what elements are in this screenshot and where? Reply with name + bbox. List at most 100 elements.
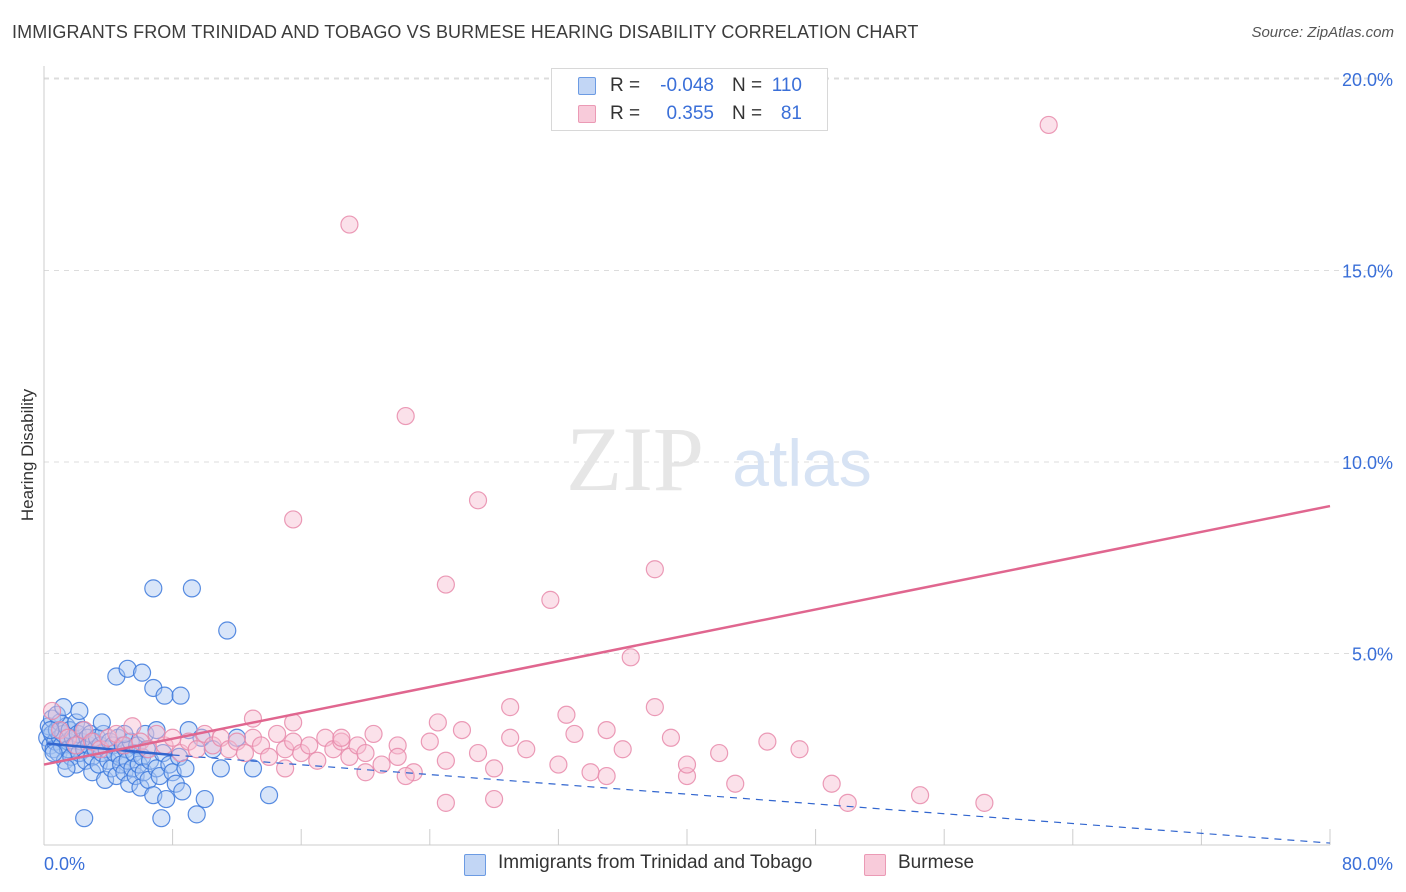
data-point-trinidad	[187, 805, 206, 824]
data-point-burmese	[364, 724, 383, 744]
stats-legend: R = -0.048 N = 110 R = 0.355 N = 81	[551, 68, 828, 131]
trend-line-burmese	[43, 504, 1331, 766]
r-value: 0.355	[666, 103, 714, 124]
trinidad-swatch	[578, 77, 596, 95]
data-point-burmese	[436, 793, 455, 812]
data-point-burmese	[581, 763, 600, 782]
trend-lines	[43, 504, 1331, 844]
data-point-burmese	[501, 698, 520, 717]
trinidad-legend-swatch	[464, 854, 486, 876]
data-point-burmese	[726, 774, 745, 793]
data-point-trinidad	[67, 755, 86, 774]
burmese-swatch	[578, 105, 596, 123]
data-point-burmese	[388, 747, 407, 767]
legend-label-burmese: Burmese	[898, 852, 975, 873]
data-point-burmese	[1039, 115, 1058, 135]
data-point-burmese	[597, 766, 616, 786]
tick-labels: 5.0% 10.0% 15.0% 20.0% 0.0% 80.0%	[44, 70, 1393, 874]
data-point-trinidad	[211, 759, 230, 778]
r-label: R =	[610, 75, 641, 96]
data-point-burmese	[372, 755, 391, 774]
series-trinidad-points	[38, 579, 279, 828]
data-point-burmese	[356, 743, 375, 763]
r-value: -0.048	[660, 75, 714, 96]
data-point-burmese	[541, 590, 560, 609]
stats-row-trinidad: R = -0.048 N = 110	[552, 73, 827, 99]
data-point-burmese	[468, 491, 488, 510]
data-point-burmese	[308, 751, 327, 770]
data-point-trinidad	[173, 782, 192, 801]
n-value: 81	[780, 103, 802, 124]
data-point-trinidad	[152, 809, 171, 828]
data-point-trinidad	[155, 686, 174, 705]
n-label: N =	[732, 103, 763, 124]
data-point-burmese	[822, 774, 841, 793]
series-legend: Immigrants from Trinidad and Tobago Burm…	[0, 851, 1406, 877]
data-point-burmese	[838, 793, 857, 812]
data-point-burmese	[276, 759, 295, 778]
data-point-burmese	[501, 728, 520, 747]
data-point-trinidad	[218, 621, 237, 640]
data-point-burmese	[396, 406, 415, 426]
data-point-burmese	[436, 575, 455, 594]
data-point-burmese	[452, 720, 472, 740]
data-point-trinidad	[44, 743, 63, 763]
data-point-burmese	[42, 701, 62, 721]
data-point-trinidad	[171, 686, 190, 705]
data-point-burmese	[332, 728, 351, 747]
data-point-burmese	[468, 743, 488, 763]
watermark-atlas: atlas	[732, 426, 871, 500]
x-tick-label: 80.0%	[1342, 854, 1393, 874]
y-tick-label: 15.0%	[1342, 262, 1393, 282]
y-tick-label: 5.0%	[1352, 645, 1393, 665]
n-label: N =	[732, 75, 763, 96]
data-point-burmese	[677, 755, 697, 774]
data-point-burmese	[910, 786, 930, 805]
data-point-burmese	[123, 717, 142, 736]
watermark-zip: ZIP	[566, 408, 704, 510]
data-point-trinidad	[147, 720, 166, 740]
chart-title: IMMIGRANTS FROM TRINIDAD AND TOBAGO VS B…	[12, 22, 919, 42]
data-point-trinidad	[75, 809, 94, 828]
data-point-burmese	[645, 698, 664, 717]
burmese-legend-swatch	[864, 854, 886, 876]
data-point-burmese	[356, 763, 375, 782]
data-point-trinidad	[182, 579, 201, 598]
data-point-burmese	[396, 766, 415, 786]
data-point-burmese	[661, 728, 681, 747]
data-point-trinidad	[195, 789, 214, 809]
data-point-burmese	[259, 747, 279, 767]
gridlines	[44, 77, 1392, 654]
data-point-burmese	[436, 751, 455, 770]
data-point-burmese	[645, 560, 664, 579]
data-point-trinidad	[259, 786, 279, 805]
data-point-burmese	[187, 740, 206, 759]
data-point-burmese	[485, 789, 504, 809]
data-point-burmese	[557, 705, 576, 724]
legend-label-trinidad: Immigrants from Trinidad and Tobago	[498, 852, 813, 873]
r-label: R =	[610, 103, 641, 124]
data-point-burmese	[710, 743, 729, 763]
data-point-burmese	[790, 740, 809, 759]
y-tick-label: 10.0%	[1342, 453, 1393, 473]
data-point-trinidad	[70, 701, 89, 721]
data-point-trinidad	[92, 713, 111, 732]
n-value: 110	[771, 75, 802, 96]
series-burmese-points	[42, 115, 1058, 812]
source-label: Source: ZipAtlas.com	[1251, 24, 1394, 41]
data-point-trinidad	[118, 659, 137, 678]
data-point-burmese	[300, 736, 319, 755]
data-point-burmese	[549, 755, 568, 774]
stats-row-burmese: R = 0.355 N = 81	[552, 101, 827, 127]
data-point-burmese	[428, 713, 447, 732]
data-point-trinidad	[132, 663, 152, 682]
data-point-burmese	[340, 215, 359, 234]
data-point-burmese	[565, 724, 584, 744]
x-tick-label: 0.0%	[44, 854, 85, 874]
data-point-burmese	[284, 510, 303, 529]
data-point-burmese	[621, 648, 640, 667]
data-point-trinidad	[243, 759, 263, 778]
trend-line-trinidad-dashed	[172, 754, 1331, 844]
data-point-burmese	[975, 793, 994, 812]
data-point-burmese	[758, 732, 777, 751]
